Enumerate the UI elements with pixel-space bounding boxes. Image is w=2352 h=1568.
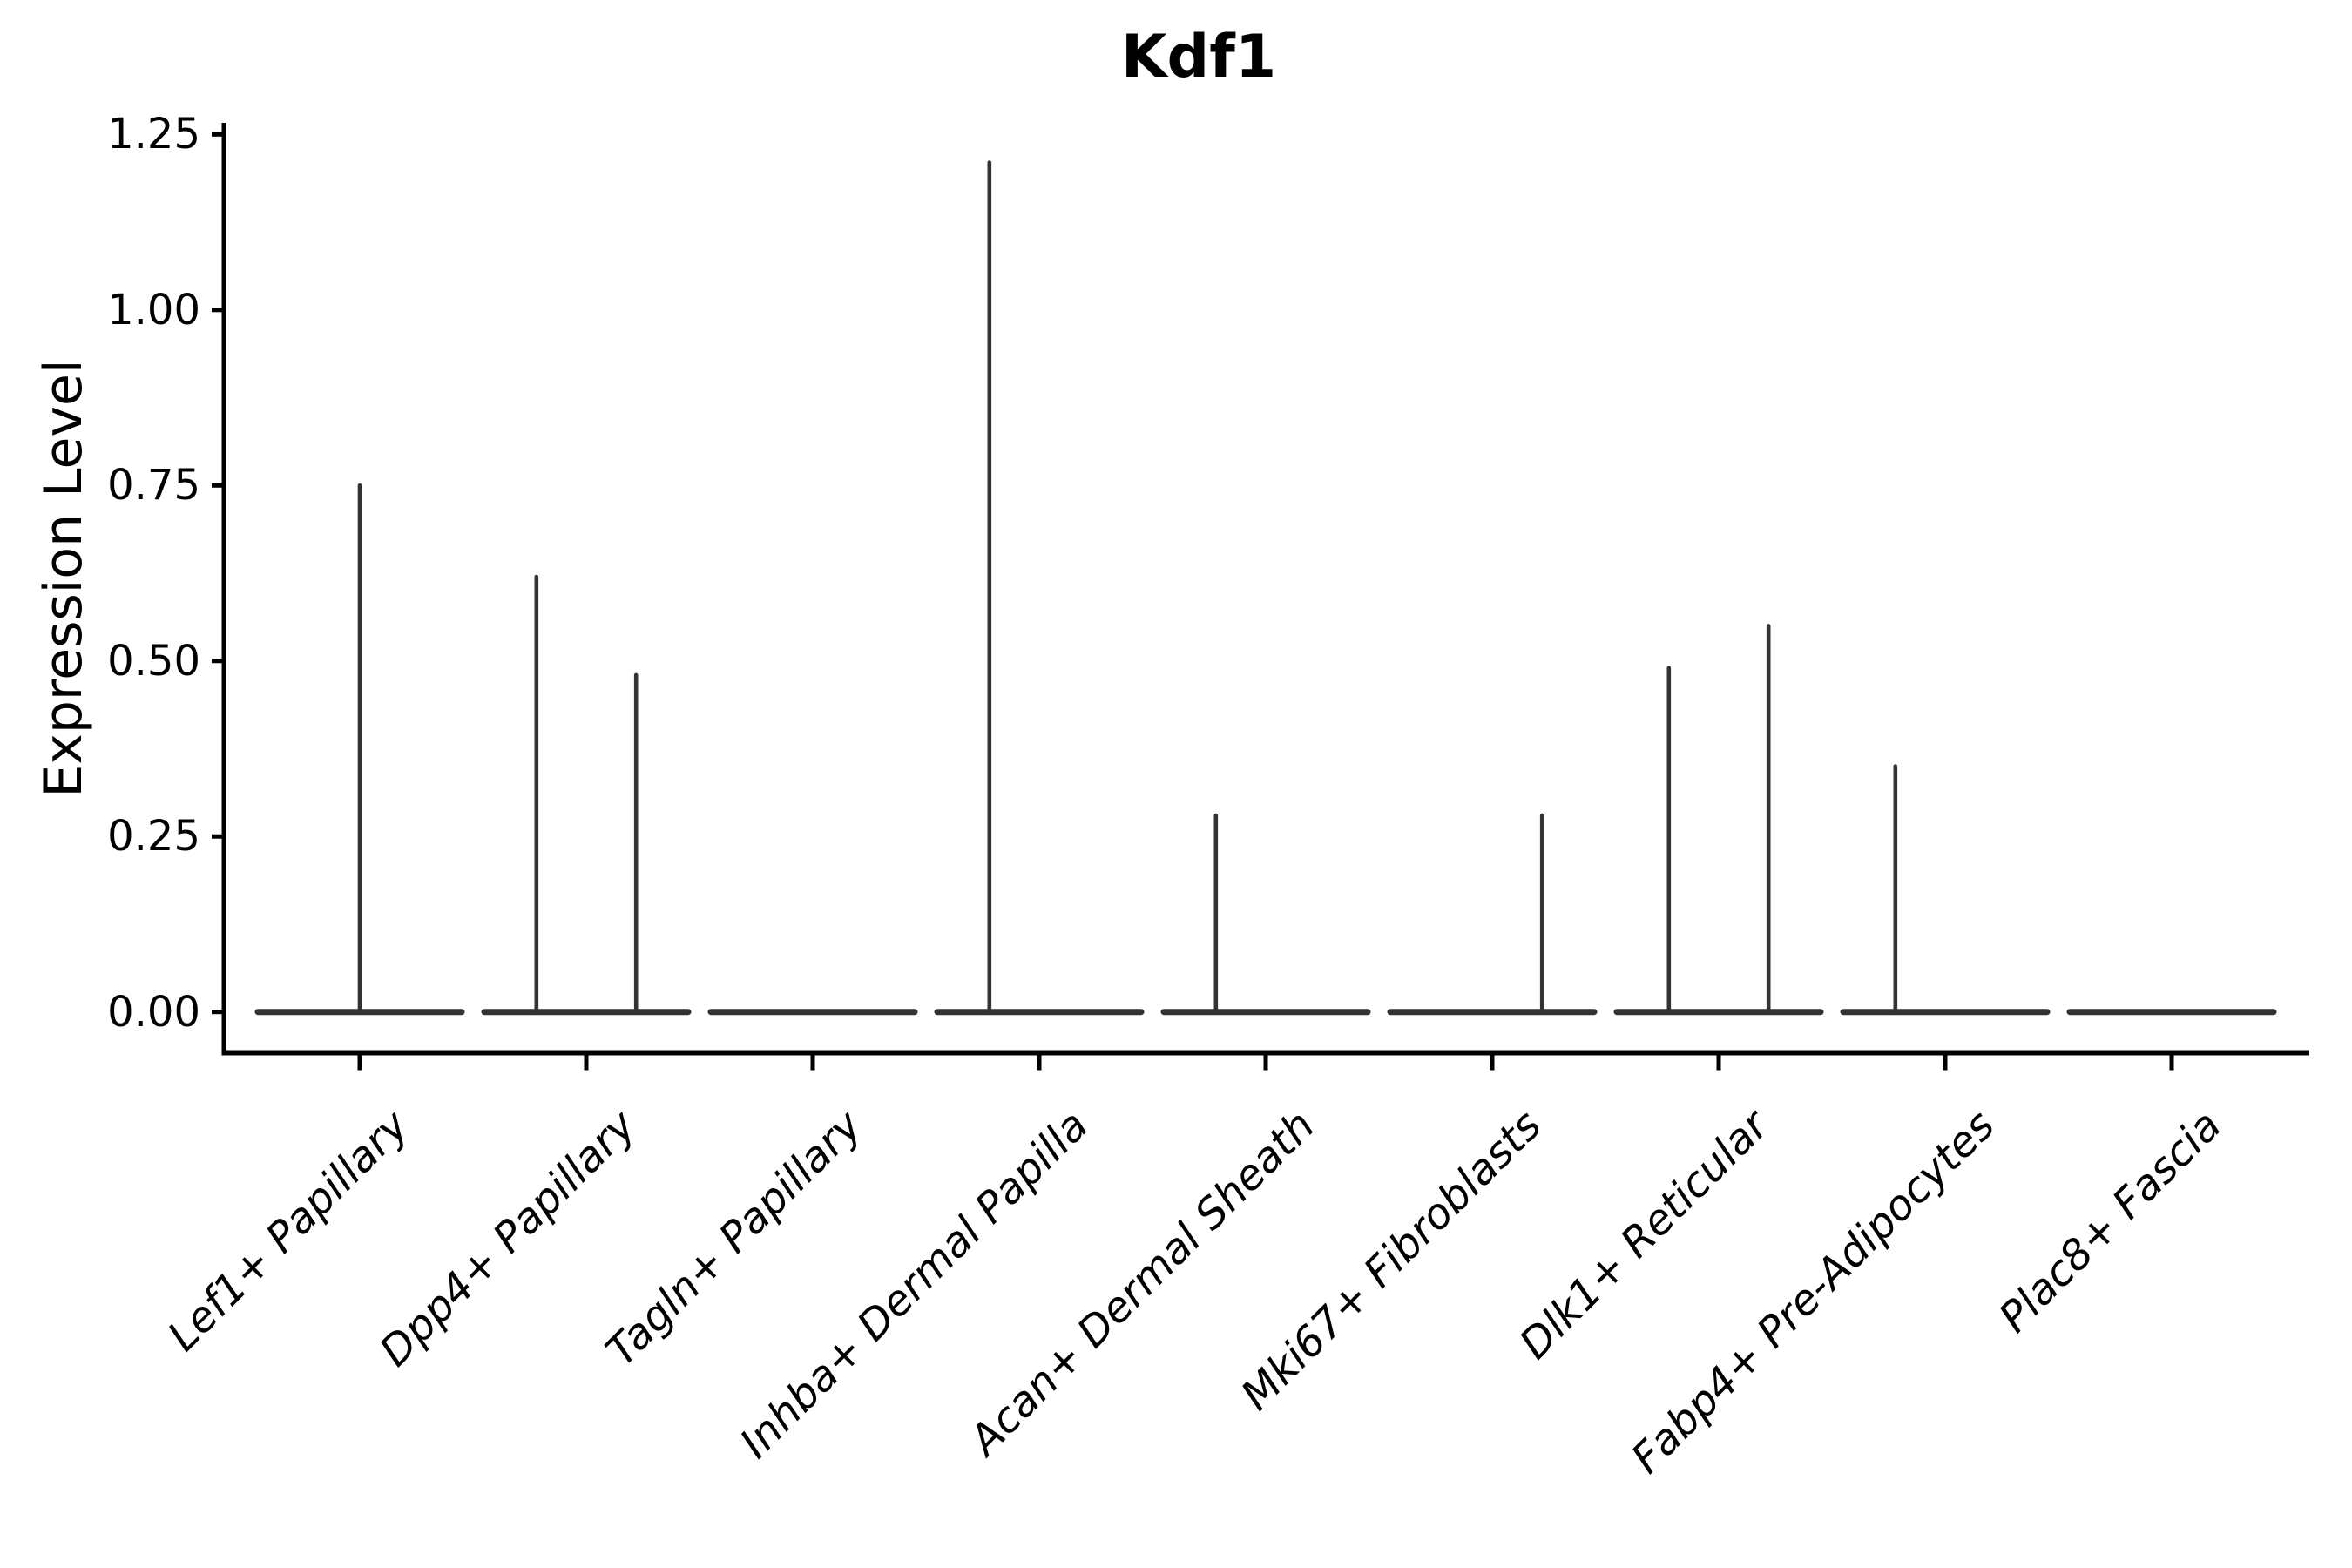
y-tick-label: 0.00 <box>107 987 200 1037</box>
y-tick-label: 1.00 <box>107 285 200 335</box>
y-tick-label: 1.25 <box>107 110 200 159</box>
y-tick-label: 0.25 <box>107 812 200 862</box>
y-tick-label: 0.50 <box>107 636 200 686</box>
y-tick-label: 0.75 <box>107 461 200 510</box>
chart-title: Kdf1 <box>1120 23 1277 91</box>
